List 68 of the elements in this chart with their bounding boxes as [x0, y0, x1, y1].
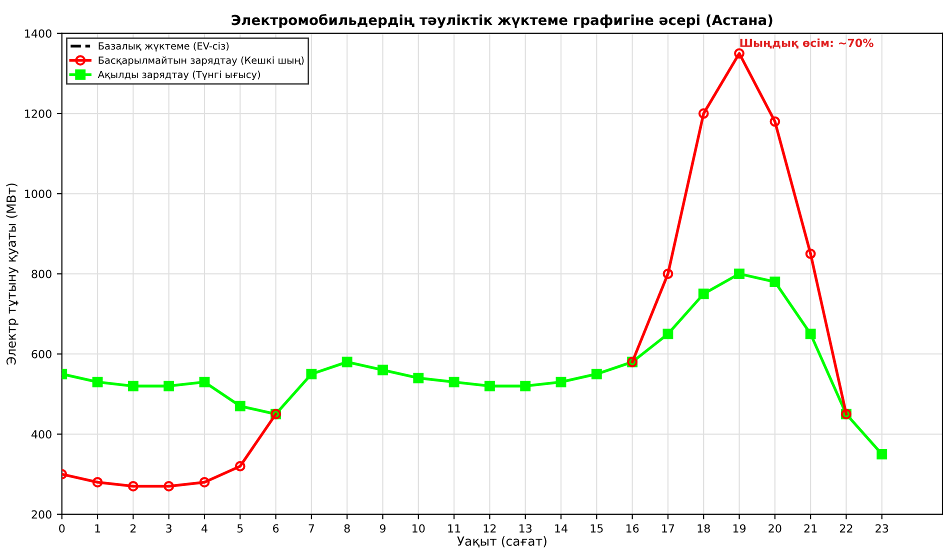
- point: [805, 328, 816, 340]
- x-axis-title: Уақыт (сағат): [457, 536, 546, 548]
- point: [556, 376, 566, 388]
- x-tick-label: 10: [412, 524, 425, 533]
- y-tick-label: 1200: [25, 109, 52, 118]
- y-tick-label: 800: [32, 270, 52, 278]
- point: [234, 460, 246, 472]
- point: [448, 376, 460, 388]
- x-tick-label: 12: [484, 524, 496, 532]
- x-tick-label: 7: [308, 524, 314, 532]
- y-tick-label: 1000: [25, 190, 52, 198]
- point: [199, 477, 210, 488]
- point: [164, 481, 174, 492]
- y-tick-label: 400: [31, 430, 52, 439]
- y-tick-label: 200: [32, 510, 52, 519]
- y-tick-label: 600: [32, 350, 52, 358]
- point: [413, 372, 424, 384]
- x-tick-label: 22: [840, 524, 852, 532]
- x-tick-label: 5: [237, 524, 243, 533]
- point: [770, 276, 780, 288]
- x-tick-label: 20: [768, 524, 782, 533]
- x-tick-label: 21: [804, 524, 817, 532]
- point: [164, 380, 174, 392]
- x-tick-label: 4: [201, 524, 208, 532]
- point: [128, 481, 138, 492]
- point: [698, 288, 709, 300]
- x-tick-label: 16: [626, 524, 639, 533]
- y-axis-title: Электр тұтыну қуаты (МВт): [6, 184, 18, 364]
- point: [234, 400, 246, 412]
- x-tick-label: 3: [166, 524, 172, 533]
- point: [520, 380, 531, 392]
- point: [342, 356, 352, 368]
- point: [92, 376, 103, 388]
- x-tick-label: 1: [95, 524, 100, 532]
- x-tick-label: 15: [590, 524, 603, 533]
- x-tick-label: 2: [130, 524, 136, 532]
- point: [591, 368, 602, 380]
- point: [484, 380, 495, 392]
- x-tick-label: 14: [555, 524, 568, 532]
- x-tick-label: 6: [273, 524, 279, 533]
- annotation: Шыңдық өсім: ~70%: [740, 38, 874, 48]
- point: [128, 380, 138, 392]
- point: [698, 108, 709, 119]
- x-tick-label: 18: [698, 524, 710, 533]
- legend-label: Базалық жүктеме (EV-сіз): [98, 42, 229, 52]
- point: [662, 268, 674, 280]
- point: [770, 116, 780, 127]
- x-tick-label: 23: [876, 524, 888, 533]
- x-tick-label: 9: [380, 524, 386, 533]
- x-tick-label: 13: [520, 524, 532, 533]
- point: [92, 477, 103, 488]
- x-tick-label: 8: [344, 524, 350, 533]
- point: [805, 248, 816, 259]
- point: [378, 364, 388, 376]
- x-tick-label: 19: [733, 524, 746, 533]
- chart-title: Электромобильдердің тәуліктік жүктеме графигіне әсері (Астана): [232, 14, 772, 28]
- x-tick-label: 11: [448, 524, 460, 532]
- point: [199, 376, 210, 388]
- y-tick-label: 1400: [25, 29, 52, 38]
- point: [306, 368, 317, 380]
- point: [734, 268, 744, 280]
- point: [734, 48, 744, 59]
- point: [662, 328, 674, 340]
- legend-label: Ақылды зарядтау (Түнгі ығысу): [98, 70, 260, 80]
- point: [876, 448, 888, 460]
- x-tick-label: 0: [59, 524, 65, 533]
- x-tick-label: 17: [662, 524, 674, 532]
- legend-label: Басқарылмайтын зарядтау (Кешкі шың): [98, 56, 304, 66]
